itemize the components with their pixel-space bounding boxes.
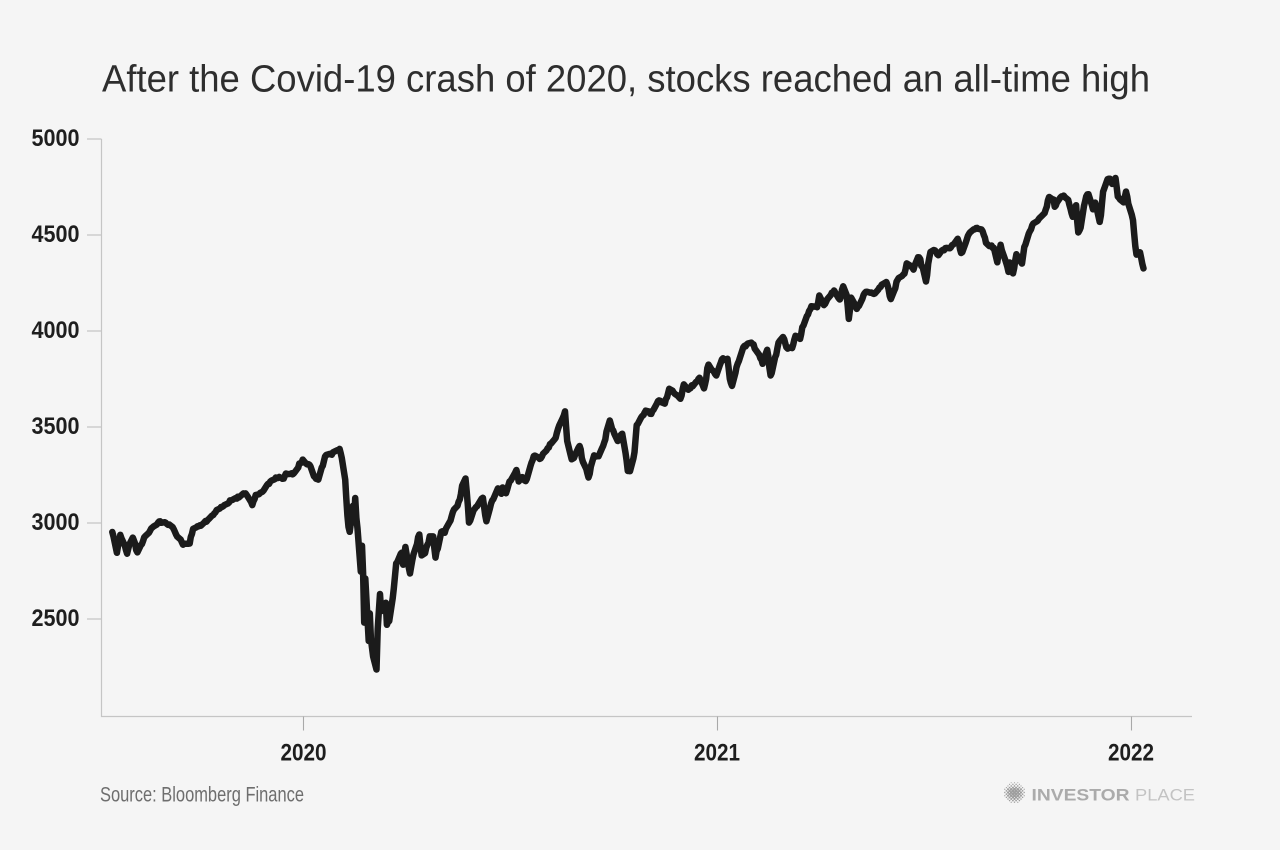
svg-text:INVESTOR: INVESTOR (1032, 786, 1130, 805)
svg-text:4500: 4500 (32, 221, 80, 248)
svg-text:2020: 2020 (281, 740, 327, 767)
svg-text:2021: 2021 (694, 740, 740, 767)
svg-text:3000: 3000 (32, 509, 80, 536)
svg-text:Source: Bloomberg Finance: Source: Bloomberg Finance (100, 784, 304, 807)
svg-text:4000: 4000 (32, 317, 80, 344)
svg-text:3500: 3500 (32, 413, 80, 440)
svg-text:After the Covid-19 crash of 20: After the Covid-19 crash of 2020, stocks… (102, 59, 1150, 101)
svg-text:2500: 2500 (32, 605, 80, 632)
svg-text:2022: 2022 (1108, 740, 1154, 767)
svg-text:5000: 5000 (32, 125, 80, 152)
svg-text:PLACE: PLACE (1135, 786, 1195, 805)
